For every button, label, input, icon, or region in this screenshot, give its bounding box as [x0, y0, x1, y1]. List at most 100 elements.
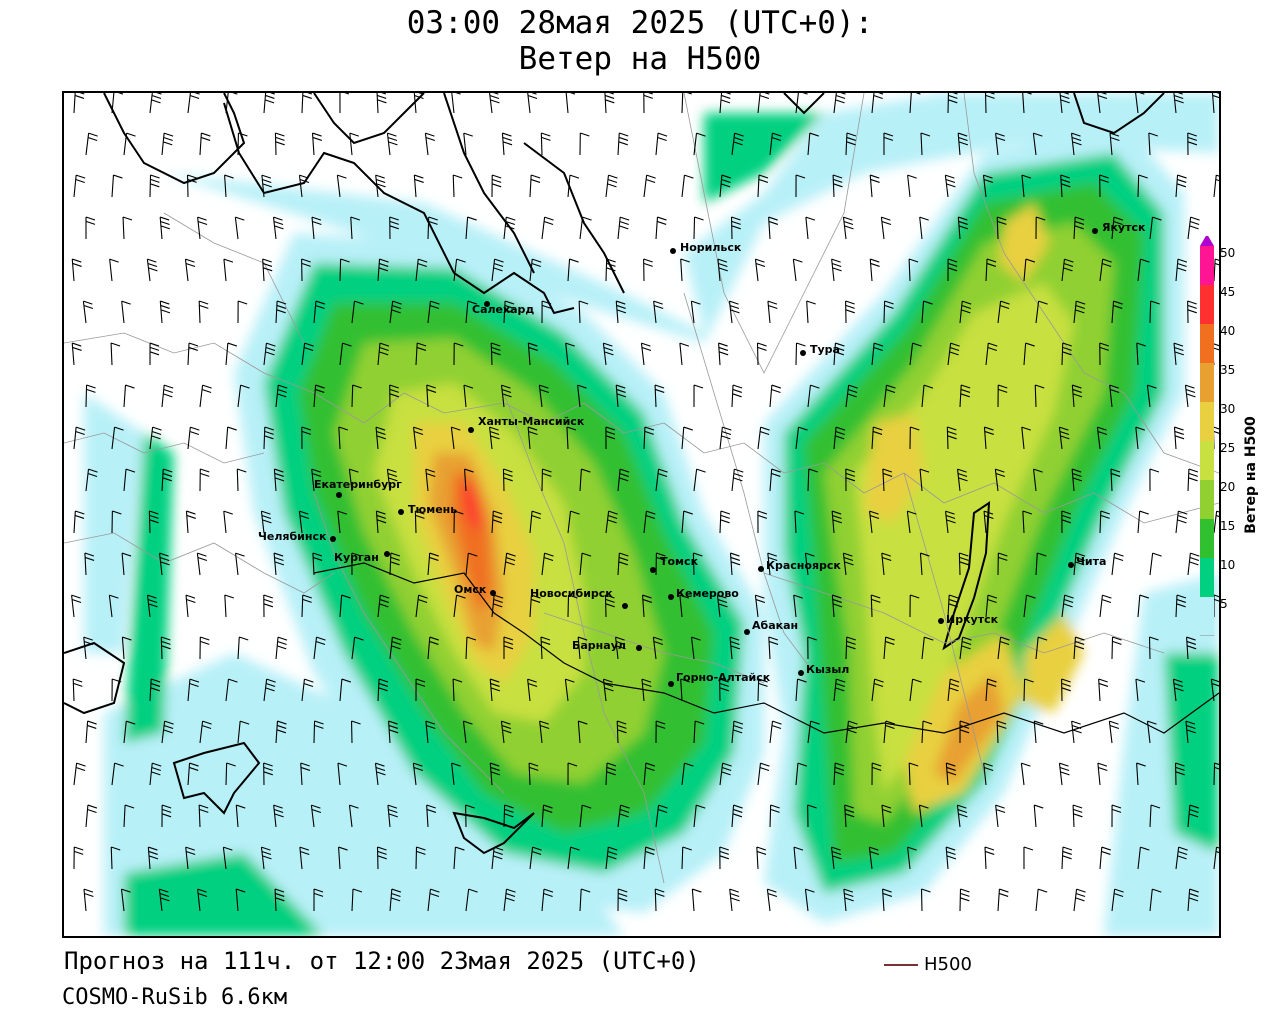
wind-barb [1146, 720, 1157, 744]
wind-barb [272, 216, 284, 240]
isoline-swatch [884, 964, 918, 966]
wind-barb [565, 93, 576, 114]
wind-barb [958, 552, 969, 576]
wind-barb [605, 174, 618, 198]
wind-barb [985, 594, 998, 618]
wind-barb [579, 552, 592, 576]
wind-barb [985, 258, 997, 282]
wind-barb [719, 426, 732, 450]
wind-barb [604, 594, 615, 618]
wind-barb [453, 258, 466, 282]
wind-barb [567, 510, 580, 534]
wind-barb [1023, 594, 1036, 618]
wind-barb [1023, 846, 1034, 870]
wind-barb [1111, 804, 1122, 828]
wind-barb [503, 216, 516, 240]
wind-barb [983, 426, 994, 450]
wind-barb [681, 93, 692, 114]
wind-barb [451, 93, 461, 114]
wind-barb [529, 510, 542, 534]
wind-barb [794, 510, 805, 534]
wind-barb [1187, 300, 1197, 324]
wind-barb [351, 888, 363, 912]
wind-barb [717, 258, 728, 282]
colorbar-tick-label: 25 [1220, 441, 1236, 455]
wind-barb [149, 426, 162, 450]
wind-barb [451, 762, 461, 786]
wind-barb [1061, 258, 1074, 282]
wind-barb [147, 846, 159, 870]
wind-barb [1173, 426, 1185, 450]
wind-barb [795, 678, 807, 702]
isoline-label: H500 [924, 954, 972, 975]
wind-barb [123, 468, 136, 492]
wind-barb [275, 384, 288, 408]
wind-barb [427, 888, 440, 912]
wind-barb [377, 342, 390, 366]
wind-barb [1097, 762, 1108, 786]
wind-barb [883, 384, 896, 408]
wind-barb [920, 888, 931, 912]
wind-barb [1213, 174, 1219, 198]
wind-barb [1175, 510, 1188, 534]
wind-barb [1187, 132, 1198, 156]
wind-barb [947, 93, 958, 114]
wind-barb [1073, 216, 1085, 240]
wind-barb [1184, 384, 1196, 408]
wind-barb [415, 342, 427, 366]
wind-barb [149, 93, 162, 114]
wind-map: Норильск Салехард Якутск Тура Ханты-Манс… [62, 91, 1221, 938]
wind-barb [263, 93, 275, 114]
wind-barb [769, 468, 781, 492]
wind-barb [617, 132, 629, 156]
city-khanty-mansiysk: Ханты-Мансийск [468, 415, 584, 433]
wind-barb [450, 426, 461, 450]
wind-barb [795, 426, 808, 450]
wind-barb [615, 384, 627, 408]
wind-barb [489, 762, 501, 786]
wind-barb [1137, 174, 1148, 198]
wind-barb [465, 888, 478, 912]
wind-barb [996, 720, 1007, 744]
city-kyzyl: Кызыл [798, 663, 849, 676]
wind-barb [313, 636, 326, 660]
wind-barb [275, 300, 287, 324]
wind-barb [262, 258, 273, 282]
wind-barb [1035, 888, 1048, 912]
wind-barb [298, 174, 310, 198]
wind-barb [350, 720, 361, 744]
wind-barb [984, 93, 995, 114]
wind-barb [1071, 384, 1083, 408]
wind-barb [652, 636, 664, 660]
colorbar-swatch [1200, 246, 1214, 285]
wind-barb [1173, 93, 1184, 114]
wind-barb [653, 300, 664, 324]
wind-barb [693, 384, 704, 408]
wind-barb [1035, 552, 1047, 576]
wind-barb [643, 426, 655, 450]
wind-barb [643, 174, 656, 198]
wind-barb [994, 468, 1006, 492]
wind-barb [754, 258, 766, 282]
wind-barb [602, 342, 614, 366]
wind-barb [795, 762, 808, 786]
wind-barb [996, 216, 1007, 240]
wind-barb [579, 804, 592, 828]
wind-barb [427, 552, 439, 576]
wind-barb [311, 132, 322, 156]
wind-barb [615, 300, 627, 324]
wind-barb [845, 384, 858, 408]
wind-barb [149, 342, 160, 366]
wind-barb [1109, 132, 1120, 156]
wind-barb [376, 93, 387, 114]
wind-barb [871, 93, 884, 114]
wind-barb [959, 300, 972, 324]
wind-barb [871, 342, 884, 366]
wind-barb [235, 552, 245, 576]
city-salekhard: Салехард [472, 301, 535, 316]
wind-barb [71, 258, 82, 282]
wind-barb [225, 678, 238, 702]
wind-barb [462, 720, 473, 744]
city-krasnoyarsk: Красноярск [758, 559, 841, 572]
wind-barb [300, 762, 311, 786]
